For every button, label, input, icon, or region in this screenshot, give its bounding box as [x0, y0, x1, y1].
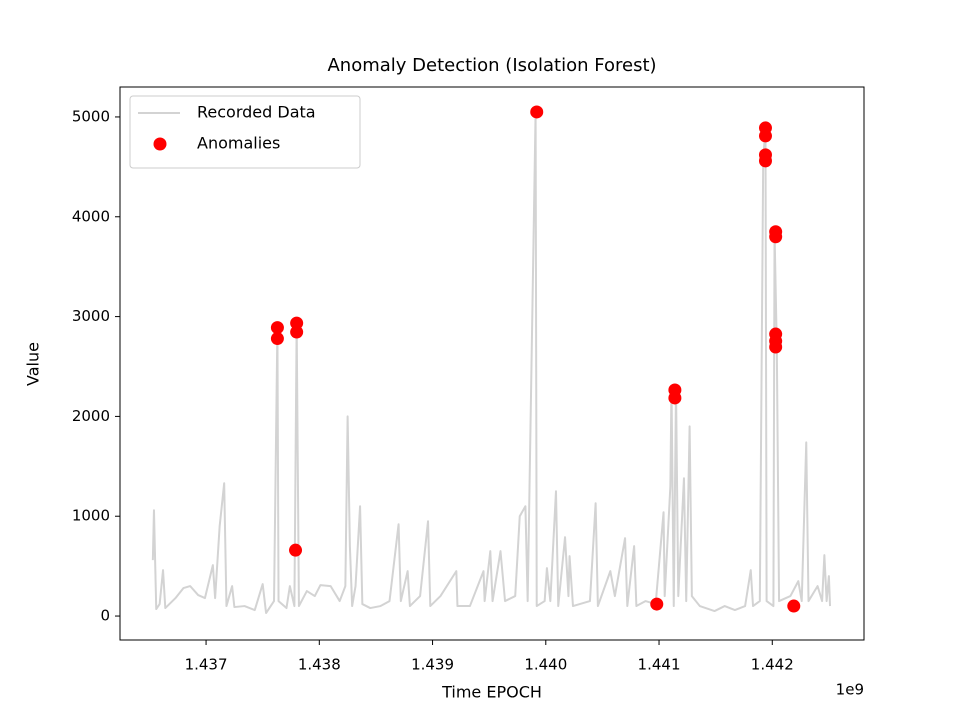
legend-box — [129, 95, 361, 169]
chart-title: Anomaly Detection (Isolation Forest) — [327, 55, 656, 76]
anomaly-point — [650, 597, 664, 611]
anomaly-point — [668, 391, 682, 405]
x-tick-label: 1.438 — [298, 656, 341, 674]
anomaly-point — [758, 154, 772, 168]
legend-marker — [153, 137, 167, 151]
data-line — [151, 110, 832, 615]
anomaly-point — [270, 332, 284, 346]
y-tick-label: 2000 — [72, 407, 110, 425]
anomaly-point — [769, 230, 783, 244]
anomaly-point — [270, 321, 284, 335]
x-tick-label: 1.440 — [524, 656, 567, 674]
plot-area — [151, 105, 832, 615]
x-tick-label: 1.442 — [751, 656, 794, 674]
y-tick-label: 3000 — [72, 307, 110, 325]
x-tick-label: 1.439 — [411, 656, 454, 674]
y-tick-label: 5000 — [72, 107, 110, 125]
axes-frame — [119, 86, 865, 641]
anomaly-point — [787, 599, 801, 613]
y-axis-label: Value — [24, 342, 43, 386]
y-tick-label: 4000 — [72, 207, 110, 225]
x-offset-text: 1e9 — [836, 681, 864, 699]
anomaly-point — [769, 340, 783, 354]
x-tick-label: 1.437 — [185, 656, 228, 674]
legend: Recorded Data Anomalies — [129, 95, 361, 169]
anomaly-point — [290, 316, 304, 330]
x-tick-label: 1.441 — [638, 656, 681, 674]
anomaly-point — [758, 129, 772, 143]
y-tick-label: 0 — [100, 607, 110, 625]
y-tick-label: 1000 — [72, 507, 110, 525]
x-axis-label: Time EPOCH — [441, 683, 542, 702]
legend-label: Anomalies — [197, 134, 280, 153]
anomaly-point — [530, 105, 544, 119]
anomaly-point — [290, 325, 304, 339]
legend-label: Recorded Data — [197, 103, 316, 122]
anomaly-point — [289, 543, 303, 557]
